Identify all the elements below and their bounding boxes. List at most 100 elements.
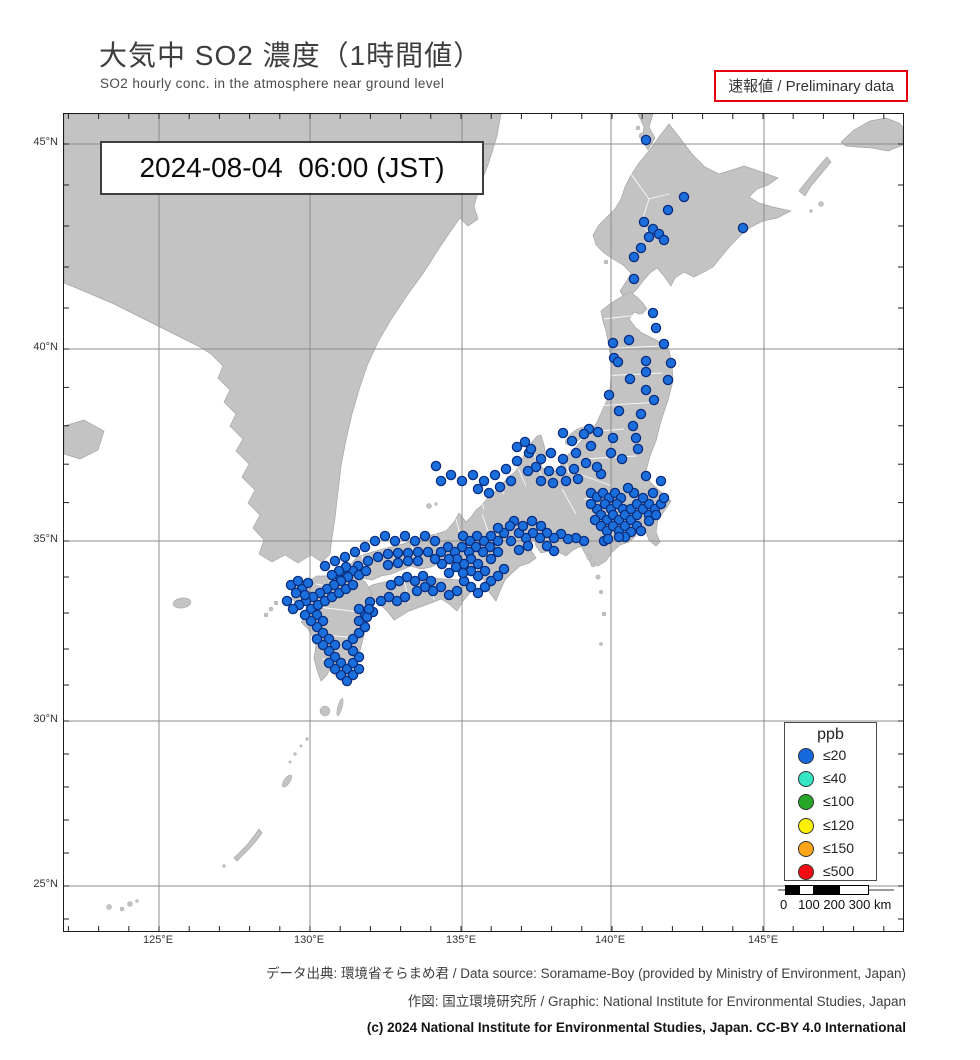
legend-color-dot [798, 840, 814, 857]
station-dot [572, 473, 584, 485]
station-dot [607, 337, 619, 349]
station-dot [570, 447, 582, 459]
station-dot [360, 565, 372, 577]
station-dot [534, 532, 546, 544]
station-dot [658, 234, 670, 246]
station-dot [443, 589, 455, 601]
station-dot [326, 569, 338, 581]
station-dot [560, 475, 572, 487]
station-dot [392, 547, 404, 559]
station-dot [472, 570, 484, 582]
station-dot [382, 548, 394, 560]
station-dot [472, 483, 484, 495]
legend-color-dot [798, 771, 814, 788]
footer-copyright: (c) 2024 National Institute for Environm… [366, 1020, 906, 1035]
station-dot [517, 520, 529, 532]
station-dot [479, 581, 491, 593]
station-dot [603, 389, 615, 401]
station-dot [635, 408, 647, 420]
station-dot [430, 460, 442, 472]
station-dot [658, 338, 670, 350]
station-dot [411, 585, 423, 597]
lat-tick-label: 25°N [33, 878, 58, 890]
station-dot [513, 544, 525, 556]
station-dot [535, 453, 547, 465]
station-dot [392, 557, 404, 569]
station-dot [578, 428, 590, 440]
station-dot [470, 541, 482, 553]
station-dot [457, 567, 469, 579]
legend-item: ≤100 [785, 790, 876, 813]
lat-tick-label: 30°N [33, 713, 58, 725]
station-dot [292, 575, 304, 587]
station-dot [511, 441, 523, 453]
station-dot [349, 546, 361, 558]
station-dot [456, 475, 468, 487]
station-dot [302, 577, 314, 589]
station-dot [299, 609, 311, 621]
station-dot [369, 535, 381, 547]
legend-item: ≤150 [785, 837, 876, 860]
station-dot [640, 470, 652, 482]
station-dot [547, 477, 559, 489]
station-dot [323, 657, 335, 669]
station-dot [662, 204, 674, 216]
lon-tick-label: 135°E [445, 934, 477, 946]
station-dot [605, 447, 617, 459]
station-dot [483, 487, 495, 499]
station-dot [585, 498, 597, 510]
station-dot [472, 558, 484, 570]
station-dot [442, 541, 454, 553]
station-dot [591, 461, 603, 473]
station-dot [647, 487, 659, 499]
legend-color-dot [798, 863, 814, 880]
scale-bar-labels: 0 100 200 300 km [780, 897, 892, 912]
legend-title: ppb [817, 726, 844, 743]
station-dot [628, 251, 640, 263]
station-dot [456, 541, 468, 553]
station-dot [389, 535, 401, 547]
station-dot [585, 440, 597, 452]
station-dot [543, 465, 555, 477]
station-dot [412, 546, 424, 558]
station-dot [478, 475, 490, 487]
station-dot [545, 447, 557, 459]
footer-data-source: データ出典: 環境省そらまめ君 / Data source: Soramame-… [266, 966, 906, 981]
station-dot [484, 541, 496, 553]
legend-color-dot [798, 794, 814, 811]
station-dot [457, 530, 469, 542]
station-dot [443, 553, 455, 565]
station-dot [522, 465, 534, 477]
legend-item: ≤500 [785, 860, 876, 883]
station-dot [519, 436, 531, 448]
lon-tick-label: 125°E [142, 934, 174, 946]
station-dot [541, 540, 553, 552]
legend-item-label: ≤120 [823, 816, 855, 833]
station-dot [311, 633, 323, 645]
station-dot [492, 535, 504, 547]
station-dot [472, 587, 484, 599]
land-layer [64, 114, 903, 912]
preliminary-data-badge: 速報値 / Preliminary data [714, 70, 908, 102]
station-dot [548, 532, 560, 544]
scale-bar-segment [786, 886, 800, 894]
station-dot [630, 432, 642, 444]
station-dot [385, 579, 397, 591]
station-dot [522, 540, 534, 552]
station-dot [602, 533, 614, 545]
station-dot [662, 374, 674, 386]
station-dot [450, 561, 462, 573]
station-dot [359, 541, 371, 553]
station-dot [613, 531, 625, 543]
legend-item-label: ≤20 [823, 747, 847, 763]
station-dot [494, 481, 506, 493]
station-dot [635, 525, 647, 537]
station-dot [422, 546, 434, 558]
station-dot [362, 555, 374, 567]
station-dot [479, 565, 491, 577]
legend-color-dot [798, 748, 814, 764]
station-dot [535, 520, 547, 532]
station-dot [465, 553, 477, 565]
lat-tick-label: 40°N [33, 341, 58, 353]
